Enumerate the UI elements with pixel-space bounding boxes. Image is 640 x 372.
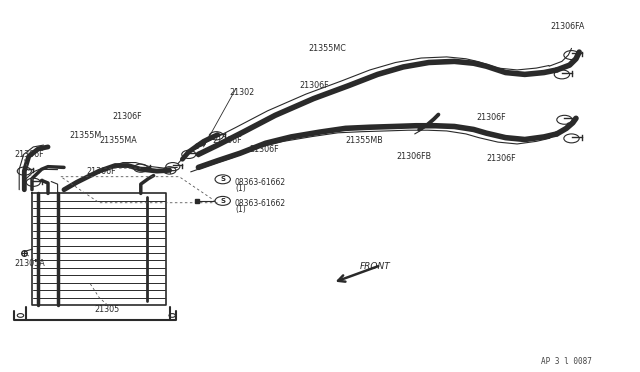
Text: 21355MB: 21355MB <box>346 136 383 145</box>
Text: AP 3 l 0087: AP 3 l 0087 <box>541 357 591 366</box>
Text: S: S <box>220 198 225 204</box>
Text: FRONT: FRONT <box>360 262 390 271</box>
Text: 21306F: 21306F <box>250 145 279 154</box>
Text: 21306F: 21306F <box>112 112 141 121</box>
Text: 21306FA: 21306FA <box>550 22 585 31</box>
Text: S: S <box>220 176 225 182</box>
Text: 21306F: 21306F <box>300 81 329 90</box>
Text: 21306F: 21306F <box>212 136 242 145</box>
Text: 21305: 21305 <box>95 305 120 314</box>
Text: 21306F: 21306F <box>486 154 516 163</box>
Text: 21306FB: 21306FB <box>397 152 432 161</box>
Text: 21306F: 21306F <box>477 113 506 122</box>
Text: 21355MC: 21355MC <box>308 44 346 53</box>
Text: 21355M: 21355M <box>69 131 101 140</box>
Text: (1): (1) <box>235 205 246 214</box>
Text: 08363-61662: 08363-61662 <box>235 178 286 187</box>
Text: 21355MA: 21355MA <box>99 136 137 145</box>
Text: 21306F: 21306F <box>14 150 44 158</box>
Text: 21306F: 21306F <box>86 167 116 176</box>
Text: 21302: 21302 <box>229 88 254 97</box>
Text: 21305A: 21305A <box>14 259 45 267</box>
Text: 08363-61662: 08363-61662 <box>235 199 286 208</box>
Text: (1): (1) <box>235 184 246 193</box>
